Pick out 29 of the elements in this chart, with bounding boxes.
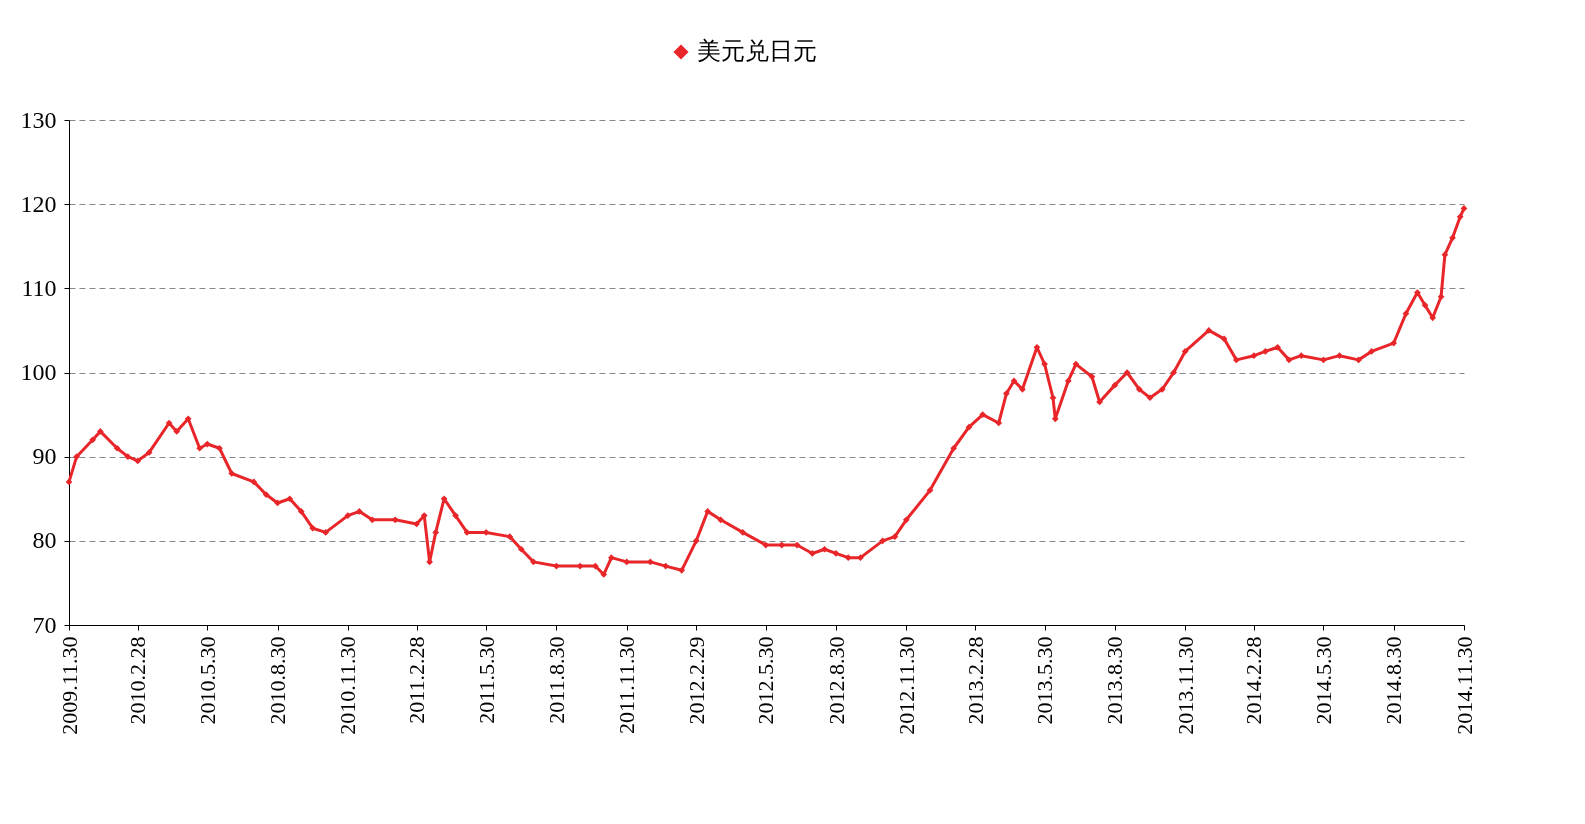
x-tick-label: 2014.8.30 bbox=[1381, 636, 1407, 725]
x-tick-label: 2009.11.30 bbox=[56, 636, 82, 735]
x-tick-label: 2012.8.30 bbox=[823, 636, 849, 725]
x-tick-label: 2010.5.30 bbox=[194, 636, 220, 725]
x-tick-label: 2010.11.30 bbox=[335, 636, 361, 735]
x-tick-label: 2012.2.29 bbox=[683, 636, 709, 725]
x-tick-label: 2014.2.28 bbox=[1241, 636, 1267, 725]
y-tick-label: 70 bbox=[32, 611, 57, 638]
x-tick-label: 2011.8.30 bbox=[543, 636, 569, 724]
x-tick-label: 2013.5.30 bbox=[1032, 636, 1058, 725]
legend-label: 美元兑日元 bbox=[697, 38, 817, 64]
x-tick-label: 2011.2.28 bbox=[404, 636, 430, 724]
x-tick-label: 2013.11.30 bbox=[1172, 636, 1198, 735]
y-tick-label: 80 bbox=[32, 527, 57, 554]
y-tick-label: 90 bbox=[32, 443, 57, 470]
y-tick-label: 100 bbox=[20, 359, 57, 385]
x-tick-label: 2013.2.28 bbox=[962, 636, 988, 725]
x-tick-label: 2010.8.30 bbox=[265, 636, 291, 725]
x-tick-label: 2013.8.30 bbox=[1102, 636, 1128, 725]
x-tick-label: 2014.5.30 bbox=[1310, 636, 1336, 725]
x-tick-label: 2012.11.30 bbox=[893, 636, 919, 735]
x-tick-label: 2011.11.30 bbox=[614, 636, 640, 734]
y-tick-label: 110 bbox=[21, 274, 57, 301]
y-tick-label: 130 bbox=[20, 106, 57, 133]
y-tick-label: 120 bbox=[20, 190, 57, 217]
x-tick-label: 2010.2.28 bbox=[125, 636, 151, 725]
x-tick-label: 2011.5.30 bbox=[473, 636, 499, 724]
x-tick-label: 2014.11.30 bbox=[1451, 636, 1477, 735]
x-tick-label: 2012.5.30 bbox=[753, 636, 779, 725]
